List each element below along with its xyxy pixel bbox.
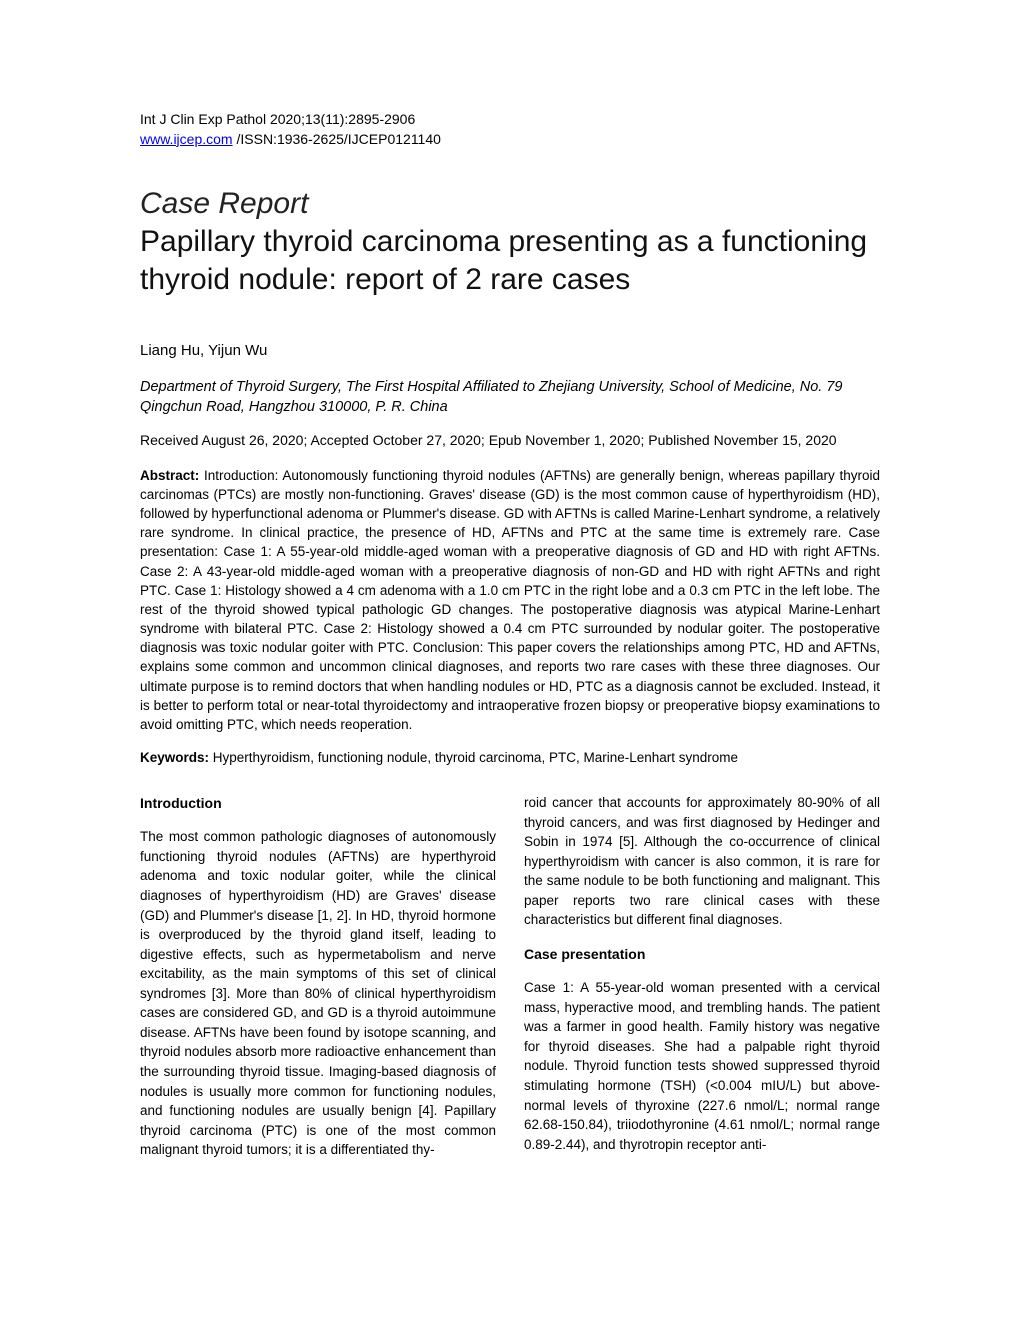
affiliation: Department of Thyroid Surgery, The First… [140, 377, 880, 418]
abstract-label: Abstract: [140, 468, 199, 483]
body-columns: Introduction The most common pathologic … [140, 793, 880, 1174]
introduction-heading: Introduction [140, 793, 496, 813]
left-column: Introduction The most common pathologic … [140, 793, 496, 1174]
abstract-block: Abstract: Introduction: Autonomously fun… [140, 466, 880, 734]
article-type: Case Report [140, 187, 880, 221]
case-presentation-heading: Case presentation [524, 944, 880, 964]
right-column: roid cancer that accounts for approximat… [524, 793, 880, 1174]
continuation-paragraph: roid cancer that accounts for approximat… [524, 793, 880, 930]
journal-reference: Int J Clin Exp Pathol 2020;13(11):2895-2… [140, 110, 880, 149]
introduction-paragraph: The most common pathologic diagnoses of … [140, 827, 496, 1160]
keywords-block: Keywords: Hyperthyroidism, functioning n… [140, 750, 880, 765]
keywords-label: Keywords: [140, 750, 209, 765]
authors: Liang Hu, Yijun Wu [140, 342, 880, 359]
article-title: Papillary thyroid carcinoma presenting a… [140, 223, 880, 298]
publication-dates: Received August 26, 2020; Accepted Octob… [140, 432, 880, 448]
journal-link[interactable]: www.ijcep.com [140, 131, 233, 147]
case-paragraph: Case 1: A 55-year-old woman presented wi… [524, 978, 880, 1154]
issn-text: /ISSN:1936-2625/IJCEP0121140 [233, 131, 441, 147]
abstract-text: Introduction: Autonomously functioning t… [140, 468, 880, 732]
journal-citation: Int J Clin Exp Pathol 2020;13(11):2895-2… [140, 111, 415, 127]
keywords-text: Hyperthyroidism, functioning nodule, thy… [209, 750, 738, 765]
